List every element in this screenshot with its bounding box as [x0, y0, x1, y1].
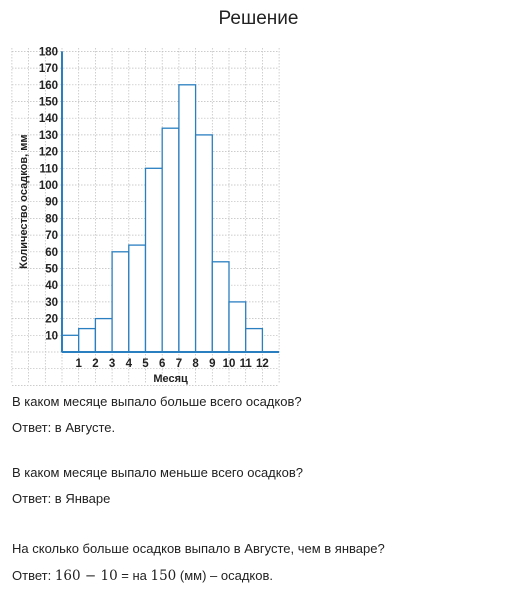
x-tick-label: 2 — [92, 358, 98, 370]
y-tick-label: 40 — [45, 280, 58, 292]
x-tick-label: 4 — [126, 358, 133, 370]
y-tick-label: 120 — [39, 147, 58, 159]
answer-3-mid: = на — [117, 568, 151, 583]
question-2: В каком месяце выпало меньше всего осадк… — [12, 465, 303, 480]
x-tick-label: 7 — [176, 358, 182, 370]
x-tick-label: 10 — [223, 358, 236, 370]
bar-month-6 — [144, 167, 163, 353]
question-3: На сколько больше осадков выпало в Авгус… — [12, 541, 385, 556]
bar-month-4 — [111, 251, 130, 353]
answer-3: Ответ: 160 − 10 = на 150 (мм) – осадков. — [12, 568, 273, 584]
bar-month-7 — [161, 127, 180, 353]
y-tick-label: 170 — [39, 63, 58, 75]
answer-3-prefix: Ответ: — [12, 568, 55, 583]
y-tick-label: 60 — [45, 247, 58, 259]
y-tick-label: 70 — [45, 230, 58, 242]
y-tick-label: 180 — [39, 46, 58, 58]
x-tick-label: 5 — [142, 358, 149, 370]
answer-3-suffix: (мм) – осадков. — [176, 568, 274, 583]
x-tick-label: 9 — [209, 358, 215, 370]
bar-month-10 — [211, 261, 230, 353]
y-tick-label: 90 — [45, 197, 58, 209]
answer-3-expression: 160 − 10 — [54, 568, 118, 584]
answer-2: Ответ: в Январе — [12, 491, 111, 506]
bar-month-12 — [245, 327, 264, 353]
y-tick-label: 10 — [45, 330, 58, 342]
precipitation-bar-chart: 1020304050607080901001101201301401501601… — [11, 46, 280, 386]
x-tick-label: 3 — [109, 358, 115, 370]
page-title: Решение — [218, 8, 299, 29]
y-axis-title: Количество осадков, мм — [18, 135, 30, 269]
y-tick-label: 130 — [39, 130, 58, 142]
answer-3-value: 150 — [150, 568, 177, 584]
x-tick-label: 1 — [75, 358, 82, 370]
y-tick-label: 160 — [39, 80, 58, 92]
x-tick-label: 6 — [159, 358, 165, 370]
x-tick-label: 8 — [192, 358, 199, 370]
y-tick-label: 110 — [39, 163, 58, 175]
bar-month-3 — [94, 317, 113, 353]
question-1: В каком месяце выпало больше всего осадк… — [12, 394, 302, 409]
bar-month-8 — [178, 84, 197, 353]
y-tick-label: 30 — [45, 297, 58, 309]
y-tick-label: 50 — [45, 264, 58, 276]
bar-month-2 — [78, 327, 97, 353]
bar-month-9 — [194, 134, 213, 353]
y-tick-label: 150 — [39, 97, 58, 109]
answer-1: Ответ: в Августе. — [12, 420, 116, 435]
bar-month-5 — [128, 244, 147, 353]
y-tick-label: 140 — [39, 113, 58, 125]
bar-month-1 — [61, 334, 80, 353]
x-axis-title: Месяц — [153, 373, 188, 385]
y-tick-label: 100 — [39, 180, 58, 192]
x-tick-label: 11 — [240, 358, 253, 370]
bar-month-11 — [228, 301, 247, 353]
y-tick-label: 80 — [45, 213, 58, 225]
x-tick-label: 12 — [256, 358, 269, 370]
y-tick-label: 20 — [45, 314, 58, 326]
